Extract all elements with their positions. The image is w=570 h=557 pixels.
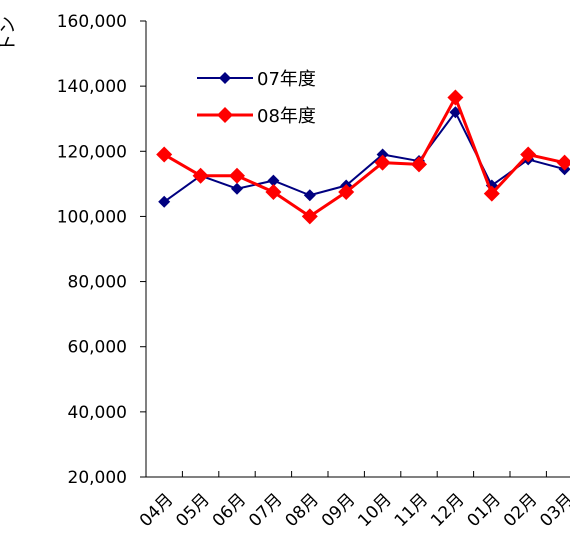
y-axis-label: トン [0, 16, 19, 52]
data-point [229, 167, 245, 184]
y-tick-label: 140,000 [57, 77, 127, 97]
data-point [520, 146, 537, 163]
data-point [556, 154, 570, 171]
x-tick-label: 05月 [172, 490, 213, 531]
y-tick-label: 60,000 [68, 338, 127, 358]
y-tick-label: 100,000 [57, 207, 127, 227]
x-tick-label: 10月 [354, 490, 395, 531]
y-tick-label: 20,000 [68, 468, 127, 488]
legend-marker [217, 107, 233, 123]
y-tick-label: 120,000 [57, 142, 127, 162]
x-tick-label: 12月 [427, 490, 468, 531]
data-point [267, 174, 280, 187]
x-tick-label: 03月 [536, 490, 570, 531]
x-tick-label: 07月 [245, 490, 286, 531]
x-tick-label: 01月 [464, 490, 505, 531]
x-tick-label: 06月 [209, 490, 250, 531]
data-point [158, 195, 171, 208]
x-tick-label: 08月 [282, 490, 323, 531]
data-point [231, 182, 243, 195]
data-point [301, 208, 318, 225]
x-tick-label: 09月 [318, 490, 359, 531]
x-tick-label: 11月 [391, 490, 432, 531]
x-tick-label: 04月 [136, 490, 177, 531]
data-point [156, 146, 173, 163]
legend-label: 07年度 [257, 69, 316, 90]
data-point [192, 167, 209, 184]
series-line [163, 111, 565, 203]
y-tick-label: 160,000 [57, 12, 127, 32]
series-layer [156, 89, 570, 225]
data-point [447, 89, 464, 106]
data-point [374, 154, 391, 171]
y-tick-label: 80,000 [68, 273, 127, 293]
data-point [265, 184, 282, 200]
data-point [411, 156, 427, 173]
x-tick-label: 02月 [500, 490, 541, 531]
y-axis-title: トン [0, 16, 19, 52]
data-point [303, 189, 316, 202]
legend-item: 08年度 [197, 106, 316, 127]
legend-item: 07年度 [197, 69, 316, 90]
series-1 [158, 106, 570, 208]
legend: 07年度 08年度 [197, 69, 316, 127]
data-point [338, 184, 355, 200]
data-point [376, 148, 389, 161]
y-axis: 20,000 40,000 60,000 80,000 100,000 120,000 14… [57, 12, 147, 488]
legend-marker [219, 72, 231, 84]
data-point [483, 185, 500, 202]
legend-label: 08年度 [257, 106, 316, 127]
y-tick-label: 40,000 [68, 403, 127, 423]
series-2 [156, 89, 570, 225]
